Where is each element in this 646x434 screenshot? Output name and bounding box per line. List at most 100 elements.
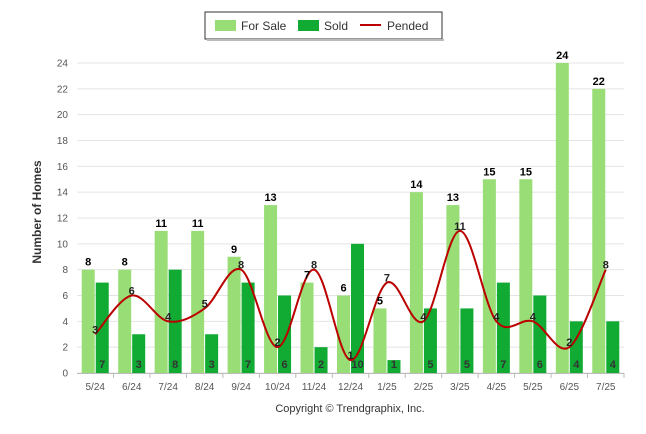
label-sold: 7 [245, 359, 251, 371]
data-labels: 8783118113971367261051145135157156244224… [85, 50, 617, 371]
label-for-sale: 5 [377, 295, 383, 307]
legend-swatch-sold[interactable] [298, 20, 319, 31]
copyright-text: Copyright © Trendgraphix, Inc. [275, 403, 424, 415]
y-axis-title: Number of Homes [30, 160, 44, 264]
legend-box [204, 11, 443, 40]
y-tick-label: 2 [62, 343, 68, 354]
bar-for-sale[interactable] [118, 269, 132, 373]
legend-label-sold[interactable]: Sold [324, 19, 348, 33]
label-for-sale: 11 [192, 218, 204, 230]
label-for-sale: 13 [264, 192, 276, 204]
label-pended: 1 [347, 350, 353, 362]
label-pended: 8 [311, 260, 317, 272]
label-sold: 3 [209, 359, 215, 371]
bar-for-sale[interactable] [191, 230, 205, 373]
label-for-sale: 15 [520, 166, 532, 178]
label-pended: 4 [530, 311, 537, 323]
label-pended: 4 [165, 311, 172, 323]
label-sold: 4 [610, 359, 617, 371]
bar-for-sale[interactable] [81, 269, 95, 373]
bar-for-sale[interactable] [555, 63, 569, 373]
bar-for-sale[interactable] [154, 230, 168, 373]
label-for-sale: 6 [340, 283, 346, 295]
bar-sold[interactable] [278, 295, 292, 374]
y-tick-label: 0 [62, 369, 68, 380]
y-tick-label: 12 [57, 214, 69, 225]
label-pended: 2 [566, 337, 572, 349]
bar-sold[interactable] [205, 334, 219, 373]
label-sold: 7 [99, 359, 105, 371]
bar-sold[interactable] [314, 347, 328, 373]
label-sold: 6 [537, 359, 543, 371]
legend-label-for-sale[interactable]: For Sale [241, 19, 287, 33]
bar-for-sale[interactable] [519, 179, 533, 373]
bar-sold[interactable] [132, 334, 146, 373]
bar-sold[interactable] [351, 243, 364, 373]
y-tick-label: 20 [57, 110, 69, 121]
label-sold: 6 [282, 359, 288, 371]
y-tick-label: 18 [57, 136, 69, 147]
label-for-sale: 22 [593, 76, 605, 88]
label-sold: 8 [172, 359, 178, 371]
y-tick-label: 16 [57, 162, 69, 173]
x-tick-label: 6/25 [560, 382, 580, 393]
pended-series-line[interactable] [94, 229, 607, 362]
x-tick-label: 8/24 [195, 382, 215, 393]
bar-for-sale[interactable] [409, 192, 423, 373]
bar-sold[interactable] [533, 295, 547, 374]
bar-for-sale[interactable] [592, 88, 606, 373]
x-tick-label: 3/25 [450, 382, 470, 393]
pended-line [94, 229, 607, 362]
label-sold: 5 [464, 359, 470, 371]
label-sold: 1 [391, 359, 397, 371]
label-for-sale: 8 [122, 257, 128, 269]
bar-for-sale[interactable] [373, 308, 387, 373]
x-tick-label: 7/25 [596, 382, 616, 393]
label-for-sale: 24 [556, 50, 569, 62]
label-for-sale: 13 [447, 192, 459, 204]
bar-sold[interactable] [387, 360, 401, 373]
legend-label-pended[interactable]: Pended [387, 19, 428, 33]
label-pended: 11 [454, 221, 466, 233]
label-sold: 10 [351, 359, 363, 371]
x-tick-label: 7/24 [158, 382, 178, 393]
label-pended: 4 [420, 311, 427, 323]
bars [81, 63, 620, 374]
bar-for-sale[interactable] [227, 256, 241, 373]
label-pended: 5 [202, 298, 208, 310]
bar-sold[interactable] [606, 321, 620, 373]
x-tick-label: 2/25 [414, 382, 434, 393]
label-sold: 4 [573, 359, 580, 371]
label-sold: 3 [136, 359, 142, 371]
label-sold: 2 [318, 359, 324, 371]
y-tick-label: 4 [62, 317, 68, 328]
y-tick-label: 14 [57, 188, 69, 199]
bar-for-sale[interactable] [300, 282, 314, 373]
bar-sold[interactable] [460, 308, 474, 373]
bar-for-sale[interactable] [337, 295, 350, 374]
bar-sold[interactable] [496, 282, 510, 373]
label-pended: 4 [493, 311, 500, 323]
y-tick-label: 10 [57, 239, 69, 250]
bar-sold[interactable] [95, 282, 109, 373]
label-for-sale: 11 [155, 218, 167, 230]
y-tick-label: 8 [62, 265, 68, 276]
x-tick-label: 9/24 [231, 382, 251, 393]
legend: For Sale Sold Pended [204, 11, 444, 41]
y-tick-label: 22 [57, 84, 69, 95]
bar-sold[interactable] [423, 308, 437, 373]
x-tick-label: 4/25 [487, 382, 507, 393]
x-tick-label: 12/24 [338, 382, 363, 393]
bar-sold[interactable] [241, 282, 255, 373]
x-tick-label: 11/24 [302, 382, 327, 393]
label-pended: 6 [129, 286, 135, 298]
x-tick-label: 10/24 [265, 382, 290, 393]
legend-shadow [207, 39, 444, 41]
y-tick-label: 6 [62, 291, 68, 302]
legend-swatch-for-sale[interactable] [215, 20, 236, 31]
bar-for-sale[interactable] [482, 179, 496, 373]
x-tick-label: 6/24 [122, 382, 142, 393]
x-tick-label: 5/24 [85, 382, 105, 393]
